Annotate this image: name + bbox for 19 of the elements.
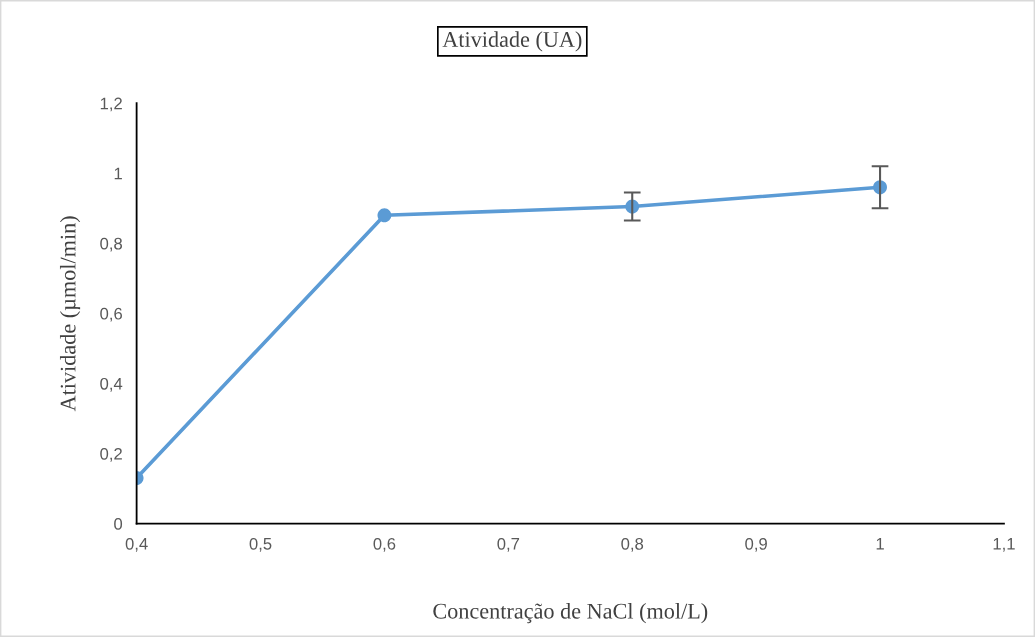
x-tick-label: 0,6 [373,537,396,552]
point [377,208,392,223]
y-tick-label: 1 [114,167,122,180]
y-tick-label: 1,2 [100,97,122,112]
y-tick-label: 0,2 [100,447,122,462]
y-tick-label: 0,6 [100,307,122,322]
y-tick-label: 0,4 [100,377,123,392]
x-tick-label: 0,7 [497,537,520,552]
x-tick-label: 0,4 [125,537,148,552]
x-tick-label: 0,8 [621,537,644,552]
x-axis-title: Concentração de NaCl (mol/L) [433,603,708,624]
chart-title: Atividade (UA) [442,31,582,52]
x-tick-label: 1 [876,538,884,550]
x-tick-label: 0,5 [249,537,272,552]
x-tick-label: 1,1 [993,538,1015,552]
y-axis-title: Atividade (µmol/min) [59,216,81,412]
x-tick-label: 0,9 [745,537,767,552]
y-tick-label: 0 [114,518,123,530]
y-tick-label: 0,8 [100,237,123,252]
